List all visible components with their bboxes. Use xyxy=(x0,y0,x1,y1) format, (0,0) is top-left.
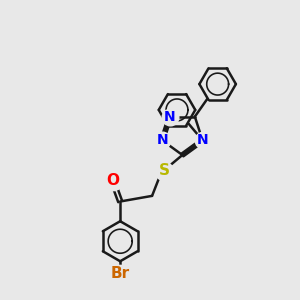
Text: O: O xyxy=(106,173,119,188)
Text: N: N xyxy=(197,134,208,147)
Text: S: S xyxy=(158,163,169,178)
Text: N: N xyxy=(164,110,176,124)
Text: Br: Br xyxy=(111,266,130,281)
Text: N: N xyxy=(156,134,168,147)
